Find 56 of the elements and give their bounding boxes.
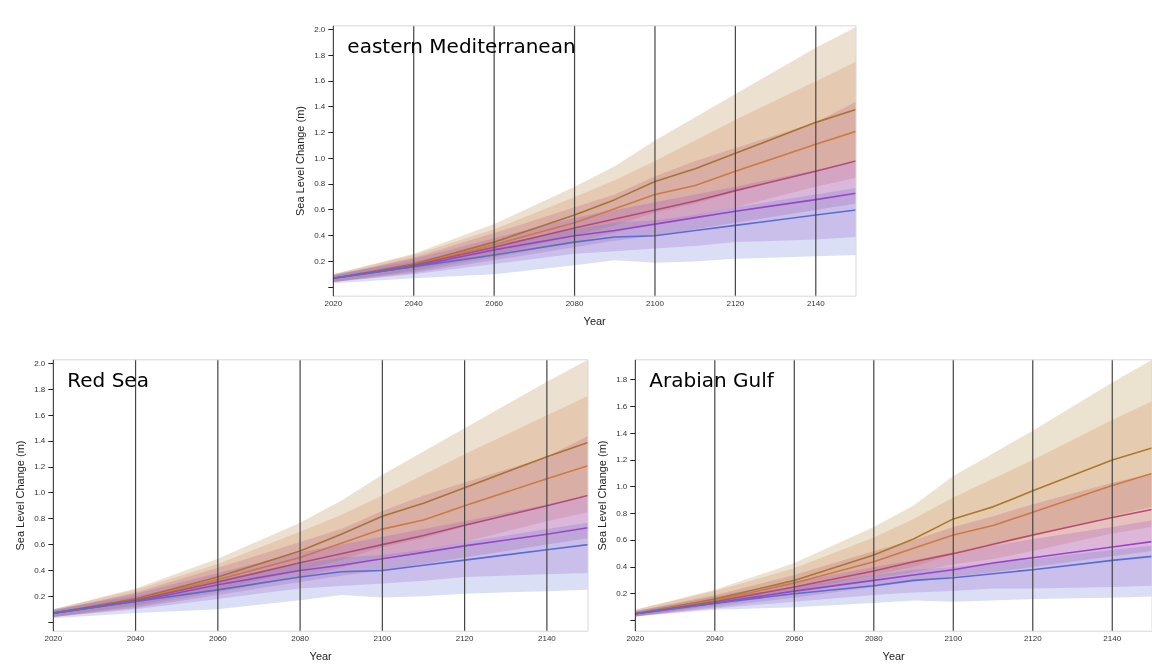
y-tick-label: 1.8 (34, 384, 46, 394)
x-tick-label: 2080 (565, 299, 585, 309)
y-tick-label: 0.4 (34, 565, 46, 575)
x-tick-label: 2120 (726, 299, 745, 309)
y-tick-label: 0.8 (616, 508, 628, 518)
x-tick-label: 2060 (485, 299, 504, 309)
x-tick-label: 2020 (324, 299, 343, 309)
y-axis-title: Sea Level Change (m) (13, 440, 26, 551)
y-tick-label: 1.0 (616, 482, 628, 492)
x-axis-title: Year (882, 650, 906, 663)
x-tick-label: 2040 (705, 634, 725, 644)
y-tick-label: 0.4 (314, 230, 326, 240)
x-axis-title: Year (309, 650, 333, 663)
y-tick-label: 1.6 (616, 401, 628, 411)
y-tick-label: 1.4 (616, 428, 628, 438)
x-tick-label: 2100 (373, 634, 392, 644)
y-tick-label: 0.8 (34, 513, 46, 523)
x-tick-label: 2080 (291, 634, 310, 644)
x-tick-label: 2040 (404, 299, 424, 309)
y-tick-label: 1.0 (314, 153, 326, 163)
y-tick-label: 1.2 (616, 455, 628, 465)
y-tick-label: 1.8 (314, 50, 326, 60)
x-tick-label: 2060 (785, 634, 804, 644)
y-tick-label: 0.6 (616, 535, 628, 545)
y-axis-title: Sea Level Change (m) (595, 440, 608, 551)
x-tick-label: 2020 (44, 634, 63, 644)
y-tick-label: 1.4 (314, 102, 326, 112)
y-tick-label: 2.0 (34, 358, 46, 368)
y-axis-title: Sea Level Change (m) (293, 105, 306, 217)
y-tick-label: 0.6 (314, 205, 326, 215)
y-tick-label: 2.0 (314, 24, 326, 34)
x-tick-label: 2140 (537, 634, 557, 644)
y-tick-label: 1.8 (616, 375, 628, 385)
x-tick-label: 2060 (208, 634, 228, 644)
x-tick-label: 2040 (126, 634, 146, 644)
y-tick-label: 1.6 (34, 410, 46, 420)
x-tick-label: 2140 (1103, 634, 1122, 644)
x-tick-label: 2120 (455, 634, 475, 644)
y-tick-label: 1.6 (314, 76, 326, 86)
x-tick-label: 2080 (864, 634, 884, 644)
x-tick-label: 2140 (806, 299, 826, 309)
y-tick-label: 1.2 (34, 462, 46, 472)
y-tick-label: 1.2 (314, 127, 326, 137)
y-tick-label: 0.2 (314, 256, 326, 266)
y-tick-label: 0.6 (34, 539, 46, 549)
x-tick-label: 2120 (1023, 634, 1043, 644)
x-tick-label: 2020 (626, 634, 645, 644)
y-tick-label: 0.8 (314, 179, 326, 189)
y-tick-label: 0.2 (34, 591, 46, 601)
y-tick-label: 1.4 (34, 436, 46, 446)
y-tick-label: 0.4 (616, 562, 628, 572)
y-tick-label: 1.0 (34, 488, 46, 498)
x-tick-label: 2100 (646, 299, 665, 309)
x-tick-label: 2100 (944, 634, 963, 644)
x-axis-title: Year (583, 315, 607, 328)
y-tick-label: 0.2 (616, 588, 628, 598)
